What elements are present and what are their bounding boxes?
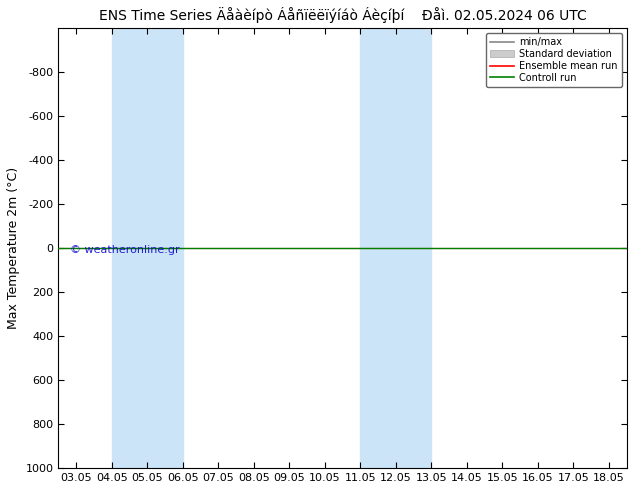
Legend: min/max, Standard deviation, Ensemble mean run, Controll run: min/max, Standard deviation, Ensemble me…	[486, 33, 622, 87]
Bar	[360, 28, 431, 468]
Text: © weatheronline.gr: © weatheronline.gr	[70, 245, 179, 255]
Y-axis label: Max Temperature 2m (°C): Max Temperature 2m (°C)	[7, 167, 20, 329]
Title: ENS Time Series Äåàèípò Áåñïëëïýíáò Áèçíþí    Ðåì. 02.05.2024 06 UTC: ENS Time Series Äåàèípò Áåñïëëïýíáò Áèçí…	[98, 7, 586, 23]
Bar	[112, 28, 183, 468]
